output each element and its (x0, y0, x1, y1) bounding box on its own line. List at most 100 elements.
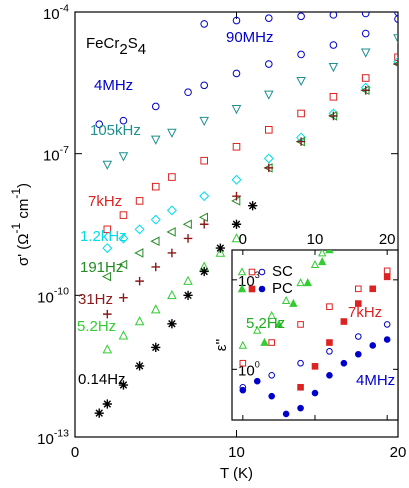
inset-data-point (303, 278, 312, 287)
inset-y-tick-label-exponent: 0 (255, 360, 260, 370)
y-tick-label-exponent: -7 (60, 144, 69, 156)
inset-annotation: 4MHz (356, 372, 395, 389)
legend-label: SC (272, 263, 293, 280)
legend-marker (248, 268, 256, 276)
y-tick-label-base: 10 (43, 6, 60, 23)
inset-data-point (274, 319, 284, 328)
data-point (134, 316, 145, 326)
data-point (102, 160, 113, 170)
data-point (167, 319, 177, 329)
inset-data-point (268, 392, 275, 400)
chart-title: FeCr2S4 (86, 35, 146, 58)
inset-data-point (297, 404, 304, 412)
y-axis-label-exponent: -1 (9, 223, 23, 234)
data-point (231, 105, 242, 115)
data-point (151, 262, 161, 272)
data-point (118, 330, 129, 340)
data-point (167, 128, 177, 138)
data-point (183, 290, 193, 300)
inset-x-tick-label: 0 (239, 231, 247, 248)
inset-data-point (383, 336, 391, 343)
data-point (199, 191, 210, 202)
y-tick-label-base: 10 (37, 431, 54, 448)
data-point (199, 266, 209, 277)
data-point (119, 211, 128, 219)
data-point (232, 69, 241, 78)
inset-data-point (281, 295, 291, 304)
inset-data-point (311, 389, 319, 397)
y-tick-label-base: 10 (37, 289, 54, 306)
data-point (167, 289, 177, 300)
inset-data-point (289, 298, 298, 307)
data-point (264, 163, 274, 173)
data-point (150, 304, 161, 314)
inset-data-point (326, 348, 333, 355)
inset-data-point (326, 303, 333, 310)
inset-data-point (268, 372, 275, 379)
data-point (329, 12, 338, 19)
data-point (151, 342, 161, 353)
series-label: 31Hz (78, 291, 113, 308)
data-point (199, 219, 209, 229)
inset-data-point (282, 410, 290, 418)
data-point (150, 214, 161, 225)
data-point (118, 380, 129, 390)
inset-data-point (318, 257, 327, 266)
series-label: 191Hz (80, 259, 123, 276)
data-point (361, 12, 370, 18)
data-point (135, 197, 144, 205)
inset-data-point (310, 260, 320, 269)
data-point (118, 233, 129, 244)
y-tick-label-exponent: -13 (54, 427, 69, 439)
series-group (94, 12, 398, 418)
data-point (394, 15, 398, 23)
inset-data-point (297, 359, 304, 367)
chart-title-subscript: 4 (138, 41, 146, 58)
data-point (102, 399, 112, 409)
y-tick-label-exponent: -10 (54, 285, 69, 297)
inset-data-point (355, 333, 362, 340)
legend-marker (258, 268, 266, 276)
series-label: 0.14Hz (78, 371, 126, 388)
data-point (135, 276, 144, 286)
inset-x-tick-label: 20 (379, 231, 396, 248)
data-point (361, 29, 370, 38)
series-label: 4MHz (94, 77, 133, 94)
data-point (200, 156, 208, 165)
inset-data-point (340, 318, 348, 325)
inset-data-point (383, 273, 391, 281)
inset-data-point (369, 342, 377, 349)
data-point (150, 135, 161, 145)
data-point (361, 74, 370, 82)
data-point (199, 116, 209, 127)
data-point (296, 137, 306, 146)
inset-data-point (297, 383, 304, 391)
inset-data-point (253, 325, 262, 334)
inset-data-point (355, 350, 362, 358)
data-point (150, 236, 160, 246)
x-tick-label: 0 (71, 444, 79, 461)
x-tick-label: 20 (390, 444, 407, 461)
data-point (329, 111, 338, 121)
data-point (265, 60, 273, 68)
data-point (103, 309, 112, 319)
inset-data-point (297, 321, 304, 328)
data-point (393, 59, 398, 69)
y-tick-label-base: 10 (43, 148, 60, 165)
data-point (360, 48, 371, 58)
data-point (265, 126, 273, 134)
data-point (151, 182, 160, 191)
data-point (168, 173, 176, 181)
data-point (231, 174, 242, 185)
legend-label: PC (272, 280, 293, 297)
data-point (102, 344, 113, 354)
series-label: 7kHz (88, 193, 122, 210)
data-point (361, 85, 370, 95)
legend-entry: SC (237, 263, 293, 280)
data-point (297, 12, 305, 21)
legend-marker (237, 267, 247, 276)
series-label: 90MHz (226, 29, 274, 46)
y-tick-label: 10-13 (37, 427, 69, 448)
legend-marker (248, 285, 256, 293)
